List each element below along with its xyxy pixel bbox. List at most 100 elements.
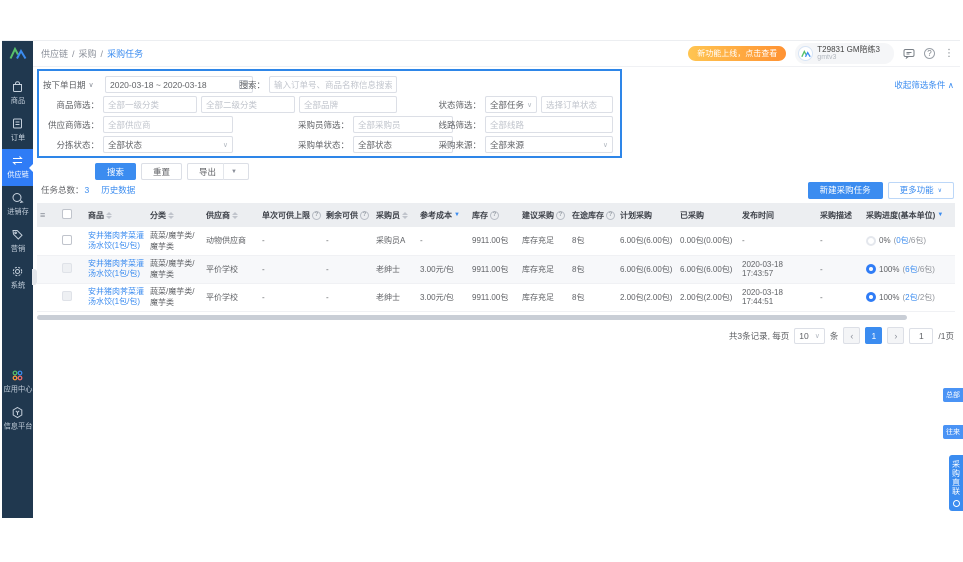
- reset-button[interactable]: 重置: [141, 163, 183, 180]
- sort-icon[interactable]: [232, 211, 238, 219]
- account-menu[interactable]: T29831 GM陪练3 gmtv3: [795, 43, 894, 64]
- sidebar-collapse-handle[interactable]: [32, 269, 37, 285]
- progress-counts: (0包/6包): [893, 236, 927, 246]
- sidebar-item-info-platform[interactable]: 信息平台: [2, 401, 33, 438]
- export-button[interactable]: 导出 ▼: [187, 163, 249, 180]
- sidebar-item-marketing[interactable]: 营销: [2, 223, 33, 260]
- supplier-cell: 平价学校: [203, 255, 259, 284]
- page-jump-input[interactable]: [909, 327, 934, 344]
- floating-tag-headquarters[interactable]: 总部: [943, 388, 963, 402]
- col-description: 采购描述: [817, 203, 863, 227]
- more-menu-button[interactable]: ⋮: [944, 48, 954, 59]
- product-link[interactable]: 安井猪肉荠菜灌汤水饺(1包/包): [88, 259, 144, 278]
- purchase-task-table: ≡ 商品 分类 供应商 单次可供上限 剩余可供 采购员 参考成本▼ 库存 建议采…: [37, 203, 955, 312]
- sidebar-item-orders[interactable]: 订单: [2, 112, 33, 149]
- circle-icon: [952, 500, 960, 507]
- po-status-select[interactable]: 全部状态 ∨: [353, 136, 453, 153]
- route-input[interactable]: [485, 116, 613, 133]
- horizontal-scrollbar[interactable]: [37, 315, 907, 320]
- order-status-input[interactable]: [541, 96, 613, 113]
- summary-row: 任务总数： 3 历史数据 新建采购任务 更多功能 ∨: [41, 181, 954, 199]
- description-cell: -: [817, 283, 863, 312]
- col-ref-cost[interactable]: 参考成本 ▼: [417, 203, 469, 227]
- search-button[interactable]: 搜索: [95, 163, 137, 180]
- progress-percent: 0%: [879, 236, 891, 246]
- page-size-select[interactable]: 10 ∨: [794, 327, 825, 344]
- collapse-filters-link[interactable]: 收起筛选条件 ∧: [894, 79, 954, 91]
- sorting-status-select[interactable]: 全部状态 ∨: [103, 136, 233, 153]
- date-type-label: 按下单日期: [43, 79, 86, 90]
- more-actions-button[interactable]: 更多功能 ∨: [887, 181, 954, 199]
- source-select[interactable]: 全部来源 ∨: [485, 136, 613, 153]
- help-button[interactable]: ?: [924, 48, 935, 59]
- progress-ring: [866, 292, 876, 302]
- collapse-filters-text: 收起筛选条件: [894, 80, 946, 90]
- buyer-input[interactable]: [353, 116, 453, 133]
- col-suggest: 建议采购: [519, 203, 569, 227]
- task-status-select[interactable]: 全部任务 ∨: [485, 96, 537, 113]
- source-label: 采购来源：: [438, 139, 481, 150]
- progress-cell: 0% (0包/6包): [866, 235, 952, 246]
- progress-counts: (2包/2包): [902, 292, 935, 302]
- progress-counts: (6包/6包): [902, 264, 935, 274]
- product-link[interactable]: 安井猪肉荠菜灌汤水饺(1包/包): [88, 287, 144, 306]
- row-checkbox[interactable]: [62, 234, 72, 245]
- filter-icon[interactable]: ▼: [937, 212, 944, 219]
- publish-time-cell: 2020-03-18 17:43:57: [739, 255, 817, 284]
- info-icon[interactable]: [360, 210, 369, 220]
- category-level1-input[interactable]: [103, 96, 197, 113]
- next-page-button[interactable]: ›: [887, 327, 905, 344]
- sort-icon[interactable]: [168, 211, 174, 219]
- sidebar-item-system[interactable]: 系统: [2, 260, 33, 297]
- account-subname: gmtv3: [817, 54, 837, 61]
- remaining-cell: -: [323, 283, 373, 312]
- select-all-checkbox[interactable]: [62, 209, 72, 219]
- breadcrumb-purchase[interactable]: 采购: [78, 49, 97, 59]
- sort-icon[interactable]: [106, 211, 112, 219]
- description-cell: -: [817, 255, 863, 284]
- col-category[interactable]: 分类: [147, 203, 203, 227]
- col-supplier[interactable]: 供应商: [203, 203, 259, 227]
- remaining-cell: -: [323, 227, 373, 256]
- product-link[interactable]: 安井猪肉荠菜灌汤水饺(1包/包): [88, 230, 144, 250]
- info-icon[interactable]: [312, 210, 321, 220]
- category-level2-input[interactable]: [201, 96, 295, 113]
- floating-vertical-widget[interactable]: 采购直联: [949, 455, 963, 511]
- account-name: T29831 GM陪练3: [817, 45, 880, 54]
- date-type-select[interactable]: 按下单日期 ∨: [43, 76, 101, 93]
- history-data-link[interactable]: 历史数据: [101, 185, 136, 195]
- create-purchase-task-button[interactable]: 新建采购任务: [807, 181, 883, 199]
- feedback-button[interactable]: [903, 48, 915, 59]
- current-page-button[interactable]: 1: [865, 327, 883, 344]
- expand-all-icon[interactable]: ≡: [40, 210, 46, 220]
- chevron-down-icon: ∨: [814, 332, 820, 340]
- col-progress[interactable]: 采购进度(基本单位) ▼: [863, 203, 955, 227]
- sidebar-item-app-center[interactable]: 应用中心: [2, 364, 33, 401]
- sort-icon[interactable]: [402, 211, 408, 219]
- sidebar-item-goods[interactable]: 商品: [2, 75, 33, 112]
- brand-input[interactable]: [299, 96, 397, 113]
- breadcrumb-supply-chain[interactable]: 供应链: [41, 49, 69, 59]
- info-icon[interactable]: [556, 210, 565, 220]
- col-product[interactable]: 商品: [85, 203, 147, 227]
- date-range-input[interactable]: 2020-03-18 ~ 2020-03-18: [105, 76, 253, 93]
- sidebar-item-supply-chain[interactable]: 供应链: [2, 149, 33, 186]
- status-filter-label: 状态筛选：: [438, 99, 481, 110]
- supplier-input[interactable]: [103, 116, 233, 133]
- search-label: 搜索：: [239, 79, 265, 90]
- promo-badge[interactable]: 新功能上线，点击查看: [688, 46, 787, 61]
- filter-icon[interactable]: ▼: [454, 212, 460, 219]
- col-publish-time: 发布时间: [739, 203, 817, 227]
- floating-vertical-label: 采购直联: [951, 460, 961, 496]
- info-icon[interactable]: [490, 210, 499, 220]
- app-window: 商品 订单 供应链 进销存 营销: [2, 40, 960, 518]
- floating-tag-transactions[interactable]: 往来: [943, 425, 963, 439]
- search-input[interactable]: [269, 76, 397, 93]
- sidebar-item-inventory[interactable]: 进销存: [2, 186, 33, 223]
- sidebar-item-label: 供应链: [6, 170, 29, 179]
- progress-ring: [866, 264, 876, 274]
- prev-page-button[interactable]: ‹: [843, 327, 861, 344]
- sidebar-item-label: 信息平台: [3, 422, 32, 431]
- info-icon[interactable]: [606, 210, 615, 220]
- col-buyer[interactable]: 采购员: [373, 203, 417, 227]
